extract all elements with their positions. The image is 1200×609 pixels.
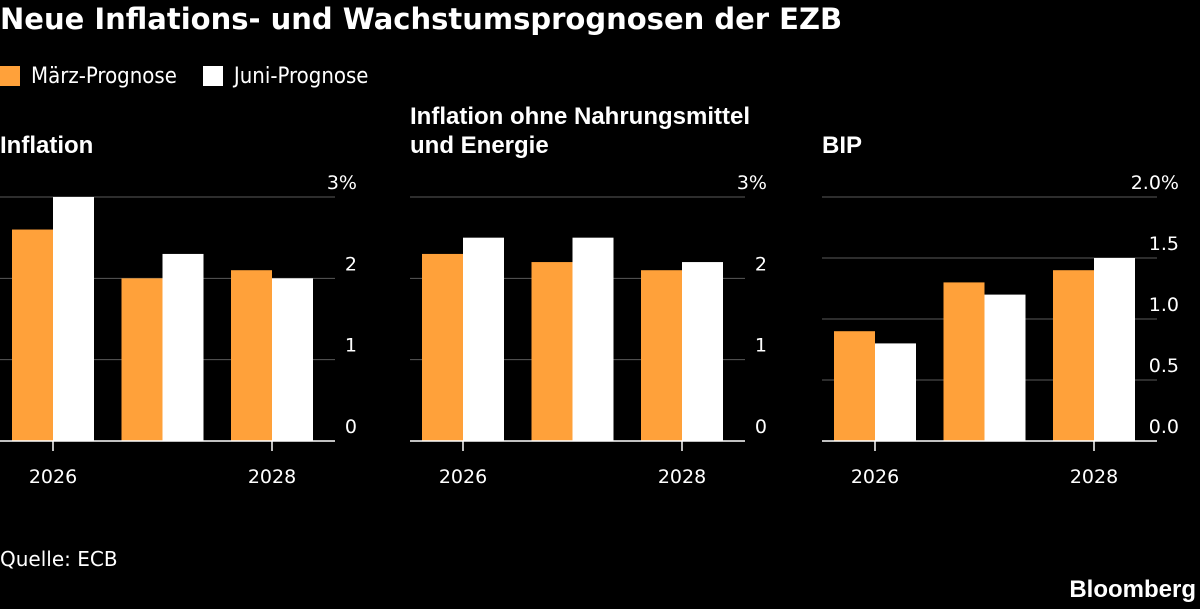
bar-juni-2027	[572, 237, 614, 441]
y-tick-label: 1	[345, 335, 357, 357]
x-tick-label: 2028	[658, 466, 706, 488]
y-tick-label: 2	[755, 253, 767, 275]
legend-swatch-maerz	[0, 66, 20, 86]
y-tick-label: 0	[345, 416, 357, 438]
x-tick-label: 2026	[851, 466, 899, 488]
y-tick-label: 2.0%	[1131, 172, 1179, 194]
bar-maerz-2028	[641, 270, 682, 441]
bar-juni-2026	[463, 237, 504, 441]
bar-juni-2026	[875, 343, 916, 441]
panel-title: Inflation ohne Nahrungsmittel	[410, 103, 750, 130]
panel-title: und Energie	[410, 132, 549, 159]
bar-maerz-2028	[231, 270, 272, 441]
y-tick-label: 3%	[327, 172, 357, 194]
x-tick-label: 2028	[248, 466, 296, 488]
bar-juni-2028	[272, 278, 313, 441]
y-tick-label: 0.0	[1149, 416, 1179, 438]
y-tick-label: 0	[755, 416, 767, 438]
panel-3: BIP 0.0 0.5 1.0 1.5 2.0% 2026 2028	[822, 132, 1179, 488]
panel-title: BIP	[822, 132, 862, 159]
bar-maerz-2026	[834, 331, 875, 441]
bloomberg-logo: Bloomberg	[1069, 576, 1196, 603]
legend: März-Prognose Juni-Prognose	[0, 62, 394, 90]
bar-juni-2026	[53, 197, 94, 441]
bar-juni-2028	[682, 262, 723, 441]
bar-maerz-2027	[943, 282, 985, 441]
legend-label-juni: Juni-Prognose	[233, 63, 369, 89]
y-tick-label: 1.0	[1149, 294, 1179, 316]
y-tick-label: 1	[755, 335, 767, 357]
y-tick-label: 1.5	[1149, 233, 1179, 255]
legend-label-maerz: März-Prognose	[31, 63, 177, 89]
bar-maerz-2026	[12, 229, 53, 441]
bar-maerz-2028	[1053, 270, 1094, 441]
chart-title: Neue Inflations- und Wachstumsprognosen …	[0, 2, 843, 36]
panel-1: Inflation 0 1 2 3% 2026 2028	[0, 132, 357, 488]
y-tick-label: 3%	[737, 172, 767, 194]
legend-item-juni: Juni-Prognose	[202, 63, 369, 89]
y-tick-label: 2	[345, 253, 357, 275]
legend-item-maerz: März-Prognose	[0, 64, 177, 89]
panel-title: Inflation	[0, 132, 93, 159]
bar-juni-2028	[1094, 258, 1135, 441]
bar-juni-2027	[162, 253, 204, 441]
x-tick-label: 2026	[439, 466, 487, 488]
source-note: Quelle: ECB	[0, 547, 118, 571]
bar-juni-2027	[984, 294, 1026, 441]
legend-swatch-juni	[202, 66, 223, 86]
x-tick-label: 2028	[1070, 466, 1118, 488]
y-tick-label: 0.5	[1149, 355, 1179, 377]
bar-maerz-2027	[531, 262, 573, 441]
x-tick-label: 2026	[29, 466, 77, 488]
bar-maerz-2027	[121, 278, 163, 441]
bar-maerz-2026	[422, 253, 463, 441]
